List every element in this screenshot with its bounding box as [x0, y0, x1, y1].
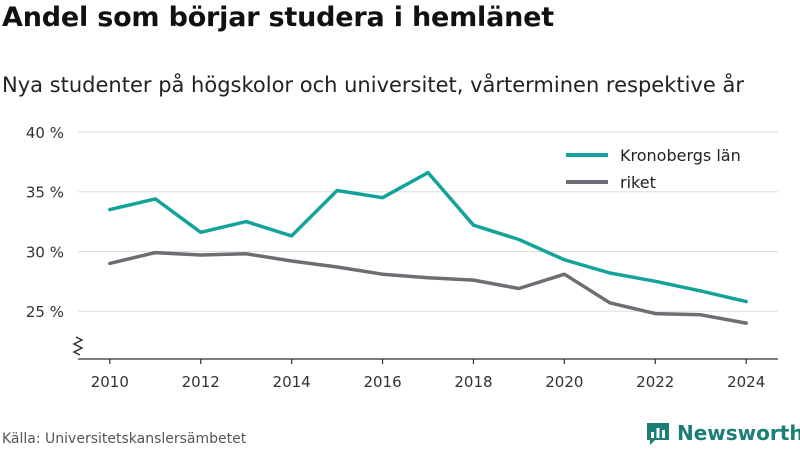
legend-label: Kronobergs län	[620, 146, 741, 165]
brand-icon	[647, 423, 669, 445]
x-tick-label: 2024	[727, 373, 765, 391]
x-tick-label: 2020	[545, 373, 583, 391]
series-lines	[108, 170, 748, 325]
y-tick-label: 25 %	[26, 303, 64, 321]
series-line-riket	[108, 250, 748, 325]
brand-name: Newsworthy	[677, 421, 800, 445]
chart-title: Andel som börjar studera i hemlänet	[2, 2, 554, 33]
legend: Kronobergs län riket	[566, 146, 741, 192]
x-tick-label: 2014	[273, 373, 311, 391]
brand-logo: Newsworthy	[645, 420, 800, 446]
x-tick-label: 2010	[91, 373, 129, 391]
source-note: Källa: Universitetskanslersämbetet	[2, 431, 247, 447]
y-tick-label: 40 %	[26, 124, 64, 142]
y-tick-label: 35 %	[26, 184, 64, 202]
x-axis: 2010 2012 2014 2016 2018 2020 2022 2024	[78, 358, 778, 391]
x-tick-label: 2018	[454, 373, 492, 391]
axis-break-icon	[72, 336, 84, 356]
y-axis: 25 % 30 % 35 % 40 %	[26, 124, 84, 356]
series-line-kronobergs-län	[108, 170, 748, 304]
x-tick-label: 2012	[182, 373, 220, 391]
x-tick-label: 2022	[636, 373, 674, 391]
grid-lines	[78, 131, 778, 312]
x-tick-label: 2016	[363, 373, 401, 391]
chart-subtitle: Nya studenter på högskolor och universit…	[2, 73, 744, 97]
legend-label: riket	[620, 173, 656, 192]
y-tick-label: 30 %	[26, 243, 64, 261]
